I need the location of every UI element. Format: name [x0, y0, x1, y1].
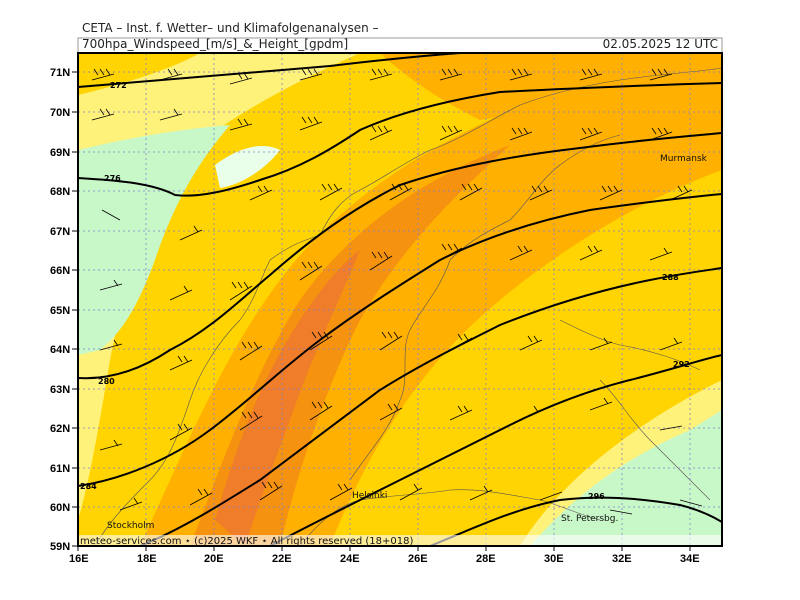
lat-label: 71N	[50, 67, 70, 79]
lon-label: 28E	[476, 553, 496, 565]
wind-barbs	[91, 68, 703, 515]
footer-band	[78, 535, 722, 546]
lon-label: 18E	[137, 553, 157, 565]
grid	[78, 53, 722, 546]
wind-band-5-10-se	[530, 410, 722, 546]
wind-speed-field: 272 276 280 284 288 292 296 Murmansk Hel…	[78, 53, 722, 547]
lat-label: 68N	[50, 186, 70, 198]
contour-296	[429, 496, 722, 546]
wind-band-0-5	[215, 145, 280, 188]
lon-label: 30E	[544, 553, 564, 565]
lat-label: 63N	[50, 384, 70, 396]
axis-ticks	[72, 71, 691, 551]
wind-band-5-10-west	[78, 125, 230, 355]
contour-label-288: 288	[662, 273, 679, 282]
lat-label: 60N	[50, 502, 70, 514]
city-st-petersburg: St. Petersbg.	[561, 514, 618, 524]
contour-276	[78, 82, 722, 197]
contour-label-280: 280	[98, 377, 115, 386]
height-contours	[78, 53, 722, 546]
contour-label-272: 272	[110, 81, 127, 90]
wind-band-30-35	[215, 250, 360, 546]
header-frame	[77, 37, 723, 54]
lat-label: 66N	[50, 265, 70, 277]
contour-280	[78, 132, 722, 380]
contour-labels: 272 276 280 284 288 292 296	[80, 81, 690, 501]
lon-label: 24E	[340, 553, 360, 565]
contour-label-276: 276	[104, 174, 121, 183]
contour-label-292: 292	[673, 360, 690, 369]
header-title: CETA – Inst. f. Wetter– und Klimafolgena…	[82, 21, 379, 35]
lon-label: 32E	[612, 553, 632, 565]
lat-label: 65N	[50, 305, 70, 317]
contour-label-296: 296	[588, 492, 605, 501]
contour-292	[269, 354, 722, 546]
lon-label: 22E	[272, 553, 292, 565]
lon-label: 34E	[680, 553, 700, 565]
plot-frame	[77, 52, 723, 547]
lat-axis: 71N 70N 69N 68N 67N 66N 65N 64N 63N 62N …	[50, 67, 70, 553]
lon-label: 16E	[69, 553, 89, 565]
contour-284	[78, 193, 722, 487]
contour-272	[78, 53, 461, 88]
lat-label: 70N	[50, 107, 70, 119]
city-murmansk: Murmansk	[660, 154, 708, 164]
lon-label: 20E	[204, 553, 224, 565]
city-helsinki: Helsinki	[352, 491, 387, 501]
wind-band-20-25-north	[380, 53, 722, 120]
lat-label: 61N	[50, 463, 70, 475]
lon-label: 26E	[408, 553, 428, 565]
city-stockholm: Stockholm	[107, 521, 154, 531]
contour-label-284: 284	[80, 482, 97, 491]
lat-label: 69N	[50, 147, 70, 159]
lon-axis: 16E 18E 20E 22E 24E 26E 28E 30E 32E 34E	[69, 553, 700, 565]
lat-label: 64N	[50, 344, 70, 356]
lat-label: 62N	[50, 423, 70, 435]
datetime-label: 02.05.2025 12 UTC	[602, 37, 718, 51]
lat-label: 59N	[50, 541, 70, 553]
product-label: 700hpa_Windspeed_[m/s]_&_Height_[gpdm]	[82, 37, 349, 51]
contour-288	[139, 267, 722, 546]
lat-label: 67N	[50, 226, 70, 238]
copyright-footer: meteo-services.com ⋆ (c)2025 WKF ⋆ All r…	[80, 536, 413, 547]
